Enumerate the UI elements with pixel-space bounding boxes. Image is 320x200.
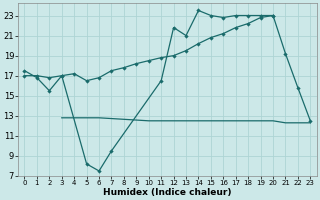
X-axis label: Humidex (Indice chaleur): Humidex (Indice chaleur) xyxy=(103,188,232,197)
